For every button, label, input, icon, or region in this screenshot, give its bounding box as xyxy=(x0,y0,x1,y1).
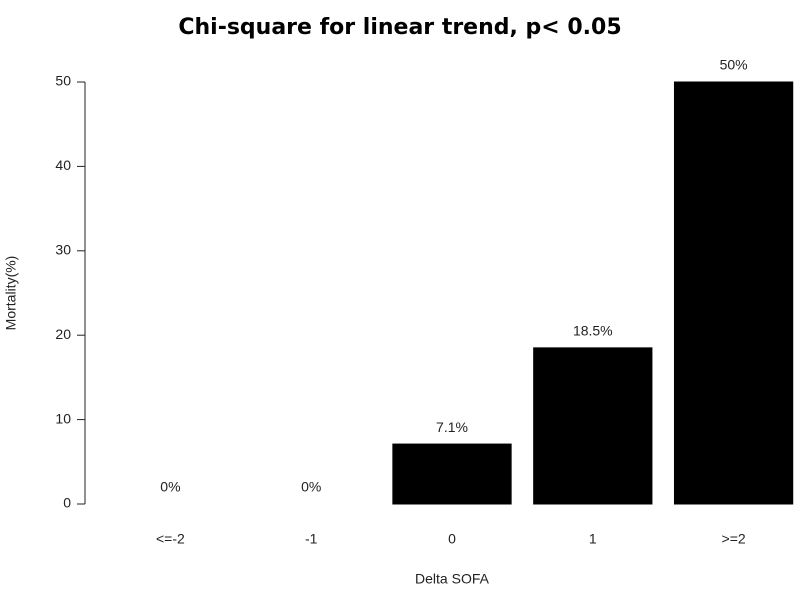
y-axis-label: Mortality(%) xyxy=(3,256,19,331)
y-tick-label: 20 xyxy=(55,326,71,342)
bar xyxy=(392,443,512,505)
x-tick-label: 0 xyxy=(448,531,456,547)
y-tick-label: 40 xyxy=(55,157,71,173)
value-label: 0% xyxy=(301,479,321,495)
x-tick-label: 1 xyxy=(589,531,597,547)
y-tick-label: 10 xyxy=(55,410,71,426)
bar xyxy=(533,347,653,505)
value-label: 50% xyxy=(720,57,748,73)
value-label: 0% xyxy=(160,479,180,495)
y-tick-label: 30 xyxy=(55,242,71,258)
y-tick-label: 0 xyxy=(63,495,71,511)
x-tick-label: <=-2 xyxy=(156,531,185,547)
chart-title: Chi-square for linear trend, p< 0.05 xyxy=(178,15,621,40)
y-tick-label: 50 xyxy=(55,73,71,89)
value-label: 7.1% xyxy=(436,419,468,435)
x-tick-label: >=2 xyxy=(722,531,746,547)
x-axis-label: Delta SOFA xyxy=(415,571,490,587)
value-label: 18.5% xyxy=(573,323,613,339)
x-tick-label: -1 xyxy=(305,531,318,547)
bar xyxy=(673,81,794,505)
